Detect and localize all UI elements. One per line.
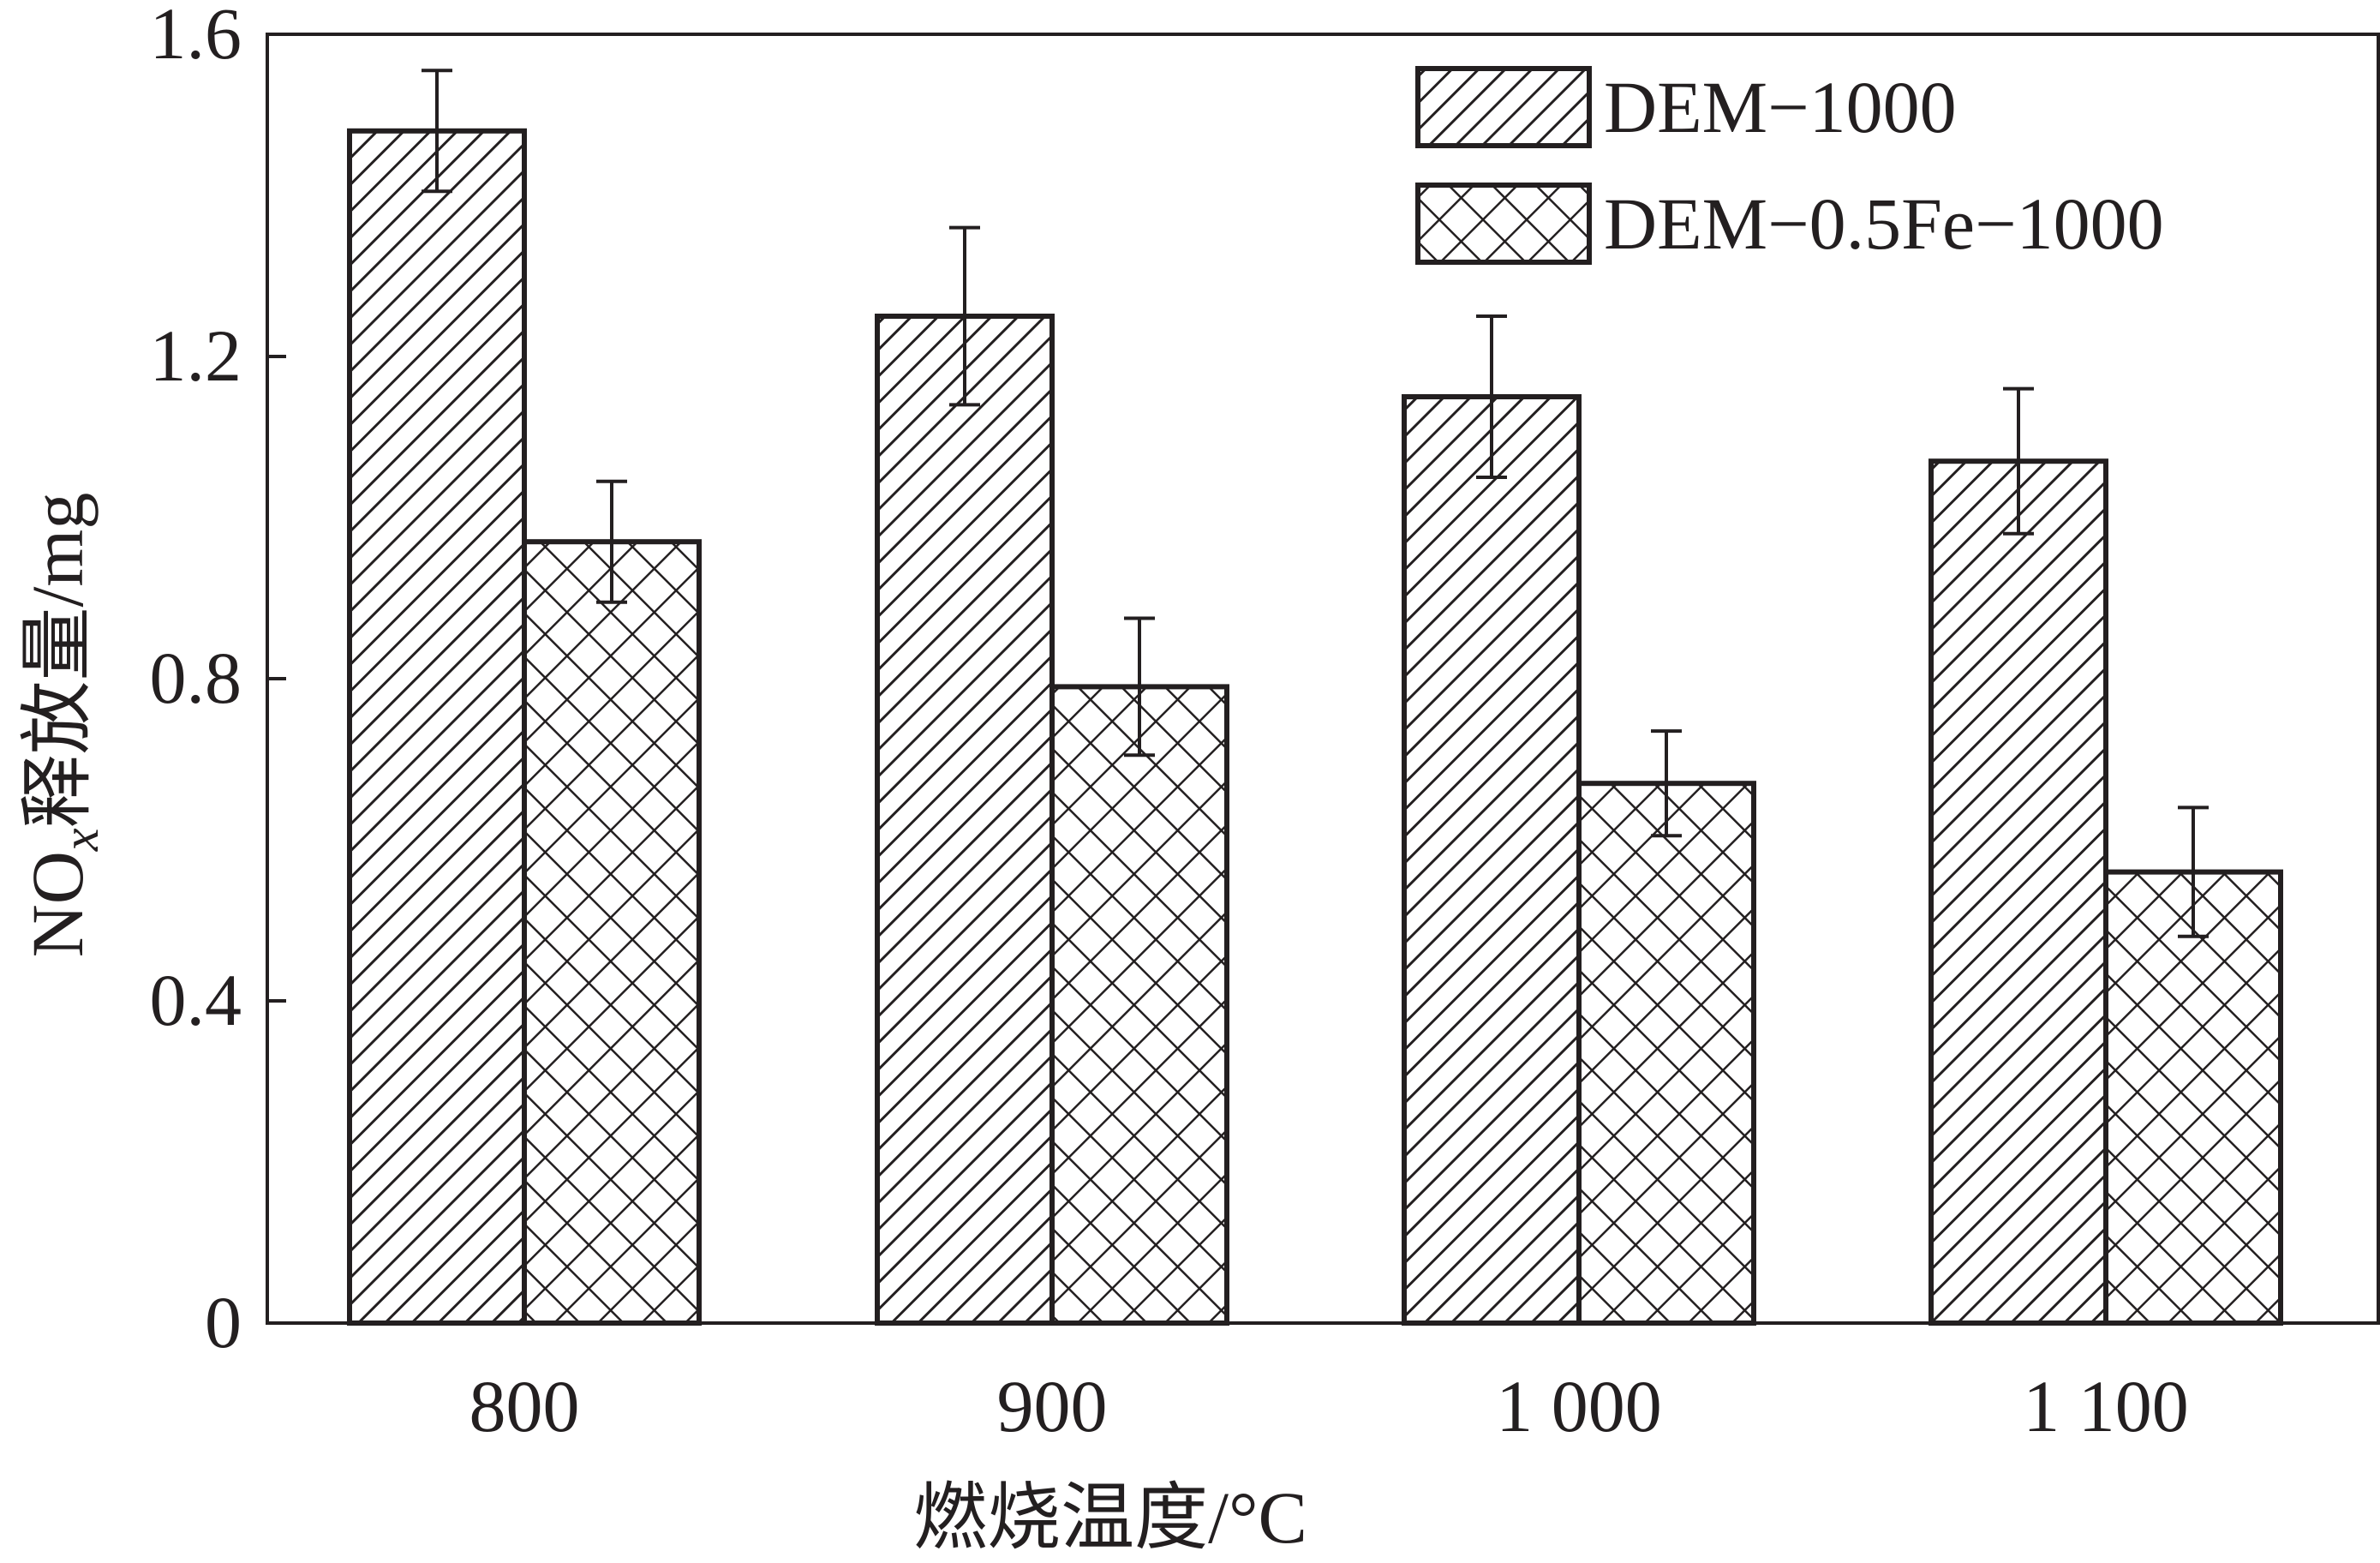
y-axis-title-main: NO [16,851,99,957]
x-tick-label: 800 [469,1365,580,1447]
y-tick-label: 0.8 [150,637,242,719]
x-axis-title: 燃烧温度/°C [913,1476,1307,1559]
legend-label: DEM−1000 [1604,66,1957,148]
y-axis-title-unit: 释放量/mg [16,493,99,829]
bar-dem-1000-1100 [1929,458,2108,1326]
y-tick-label: 1.6 [150,0,242,75]
bar-dem-0-5fe-1000-800 [522,539,702,1326]
bar-dem-0-5fe-1000-900 [1049,684,1229,1326]
bar-dem-1000-800 [347,128,527,1326]
y-tick-label: 1.2 [150,314,242,397]
legend-swatch [1415,183,1592,265]
error-bars-group [422,69,2209,938]
x-axis-ticks: 800 900 1 000 1 100 [469,1365,2189,1447]
x-tick-label: 1 000 [1496,1365,1662,1447]
legend: DEM−1000 DEM−0.5Fe−1000 [1415,66,2164,265]
y-tick-label: 0 [205,1281,242,1363]
y-tick-label: 0.4 [150,959,242,1041]
y-axis-ticks: 0 0.4 0.8 1.2 1.6 [150,0,286,1363]
bar-dem-1000-1000 [1402,394,1582,1326]
bar-dem-0-5fe-1000-1100 [2103,869,2283,1326]
bar-dem-0-5fe-1000-1000 [1576,781,1756,1326]
y-axis-title: NOx释放量/mg [16,493,109,958]
x-tick-label: 900 [997,1365,1108,1447]
legend-swatch [1415,66,1592,148]
y-axis-title-subscript: x [52,828,109,852]
legend-label: DEM−0.5Fe−1000 [1604,183,2164,265]
bars-group [347,128,2283,1326]
x-tick-label: 1 100 [2023,1365,2189,1447]
bar-dem-1000-900 [875,314,1055,1326]
